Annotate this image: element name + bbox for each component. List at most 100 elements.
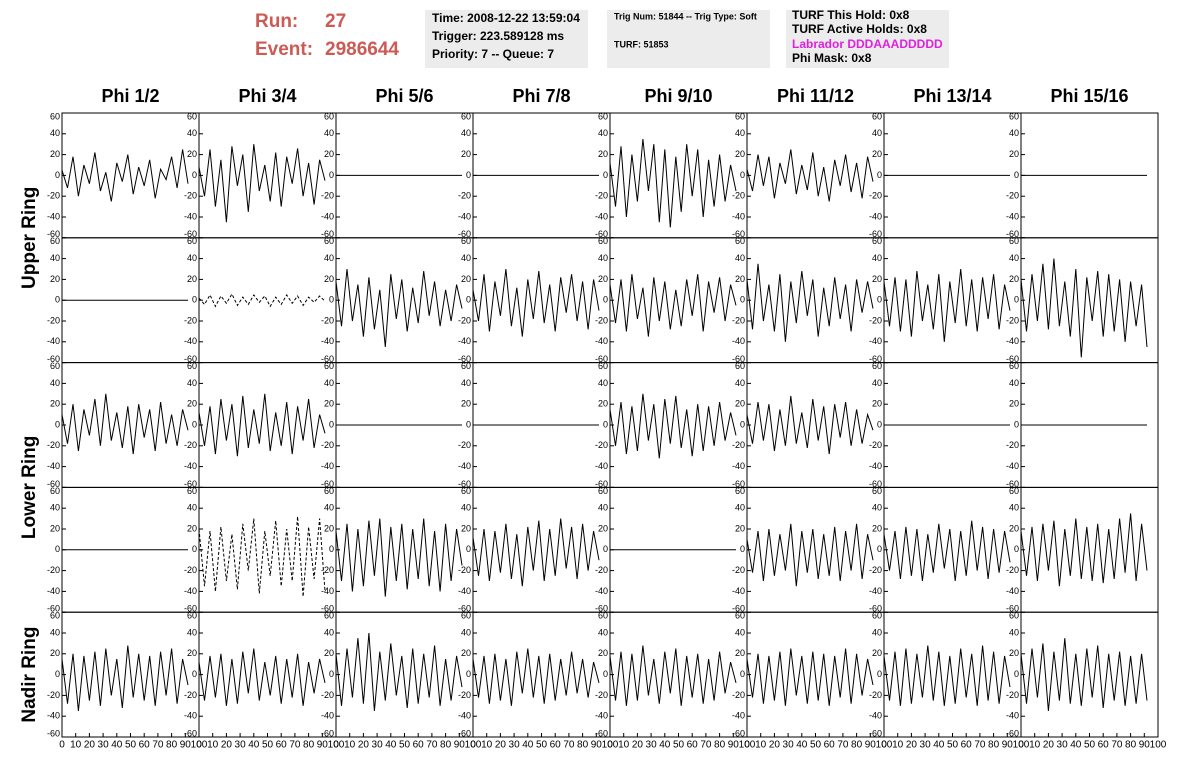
y-tick-label: -20 xyxy=(321,191,334,201)
y-tick-label: 0 xyxy=(55,170,60,180)
y-tick-label: -40 xyxy=(458,461,471,471)
y-tick-label: -60 xyxy=(869,354,882,364)
y-tick-label: -40 xyxy=(47,711,60,721)
y-tick-label: 60 xyxy=(187,236,197,246)
x-tick-label: 80 xyxy=(166,740,178,751)
y-tick-label: 0 xyxy=(740,669,745,679)
y-tick-label: 40 xyxy=(735,378,745,388)
info-text: Priority: 7 -- Queue: 7 xyxy=(432,47,554,61)
x-tick-label: 100 xyxy=(191,740,208,751)
x-tick-label: 60 xyxy=(961,740,973,751)
x-tick-label: 10 xyxy=(1029,740,1041,751)
y-tick-label: -40 xyxy=(184,586,197,596)
y-tick-label: 40 xyxy=(598,128,608,138)
y-tick-label: -20 xyxy=(869,565,882,575)
y-tick-label: 40 xyxy=(324,503,334,513)
y-tick-label: 60 xyxy=(461,111,471,121)
y-tick-label: -60 xyxy=(321,229,334,239)
info-text: TURF This Hold: 0x8 xyxy=(792,8,910,22)
x-tick-label: 60 xyxy=(276,740,288,751)
y-tick-label: 40 xyxy=(872,627,882,637)
y-tick-label: -20 xyxy=(869,690,882,700)
y-tick-label: -60 xyxy=(321,479,334,489)
x-tick-label: 20 xyxy=(769,740,781,751)
y-tick-label: 60 xyxy=(324,486,334,496)
y-tick-label: 0 xyxy=(1014,669,1019,679)
y-tick-label: 20 xyxy=(187,399,197,409)
x-tick-label: 60 xyxy=(550,740,562,751)
y-tick-label: -60 xyxy=(184,604,197,614)
y-tick-label: -40 xyxy=(47,211,60,221)
column-title: Phi 7/8 xyxy=(512,86,570,106)
y-tick-label: -40 xyxy=(595,461,608,471)
y-tick-label: 0 xyxy=(55,544,60,554)
y-tick-label: -40 xyxy=(869,711,882,721)
y-tick-label: -60 xyxy=(732,354,745,364)
y-tick-label: 20 xyxy=(872,523,882,533)
y-tick-label: 40 xyxy=(461,378,471,388)
x-tick-label: 40 xyxy=(385,740,397,751)
x-tick-label: 90 xyxy=(454,740,466,751)
x-tick-label: 60 xyxy=(687,740,699,751)
y-tick-label: 0 xyxy=(192,544,197,554)
y-tick-label: -60 xyxy=(595,728,608,738)
panel-frame xyxy=(61,362,200,488)
x-tick-label: 40 xyxy=(659,740,671,751)
y-tick-label: 40 xyxy=(461,128,471,138)
y-tick-label: 0 xyxy=(192,295,197,305)
info-box xyxy=(425,10,588,68)
x-tick-label: 90 xyxy=(591,740,603,751)
y-tick-label: -20 xyxy=(1006,565,1019,575)
y-tick-label: 0 xyxy=(877,295,882,305)
y-tick-label: 20 xyxy=(872,648,882,658)
waveform xyxy=(609,645,737,706)
x-tick-label: 70 xyxy=(700,740,712,751)
y-tick-label: 0 xyxy=(1014,295,1019,305)
x-tick-label: 60 xyxy=(139,740,151,751)
y-tick-label: 60 xyxy=(461,236,471,246)
x-tick-label: 80 xyxy=(440,740,452,751)
x-tick-label: 90 xyxy=(728,740,740,751)
y-tick-label: -60 xyxy=(1006,479,1019,489)
x-tick-label: 30 xyxy=(509,740,521,751)
y-tick-label: -40 xyxy=(321,711,334,721)
y-tick-label: -60 xyxy=(732,479,745,489)
y-tick-label: 20 xyxy=(324,523,334,533)
y-tick-label: 0 xyxy=(603,170,608,180)
y-tick-label: 40 xyxy=(735,503,745,513)
y-tick-label: -20 xyxy=(321,565,334,575)
y-tick-label: -60 xyxy=(47,479,60,489)
waveform xyxy=(61,645,189,712)
y-tick-label: 20 xyxy=(1009,399,1019,409)
y-tick-label: 60 xyxy=(324,111,334,121)
y-tick-label: 60 xyxy=(187,111,197,121)
y-tick-label: 40 xyxy=(50,503,60,513)
y-tick-label: -40 xyxy=(1006,711,1019,721)
y-tick-label: -60 xyxy=(47,604,60,614)
y-tick-label: 20 xyxy=(1009,274,1019,284)
column-title: Phi 11/12 xyxy=(777,86,854,106)
y-tick-label: -20 xyxy=(732,690,745,700)
y-tick-label: 40 xyxy=(1009,128,1019,138)
y-tick-label: 20 xyxy=(461,149,471,159)
y-tick-label: 0 xyxy=(877,170,882,180)
y-tick-label: 60 xyxy=(324,236,334,246)
y-tick-label: -40 xyxy=(458,711,471,721)
x-tick-label: 20 xyxy=(358,740,370,751)
y-tick-label: -60 xyxy=(869,604,882,614)
y-tick-label: -20 xyxy=(184,315,197,325)
y-tick-label: 60 xyxy=(598,361,608,371)
y-tick-label: 40 xyxy=(461,503,471,513)
y-tick-label: -60 xyxy=(1006,728,1019,738)
y-tick-label: -20 xyxy=(184,565,197,575)
x-tick-label: 30 xyxy=(646,740,658,751)
y-tick-label: 40 xyxy=(50,627,60,637)
x-tick-label: 50 xyxy=(673,740,685,751)
x-tick-label: 80 xyxy=(1125,740,1137,751)
y-tick-label: 0 xyxy=(603,669,608,679)
y-tick-label: -40 xyxy=(732,461,745,471)
y-tick-label: -60 xyxy=(1006,604,1019,614)
x-tick-label: 100 xyxy=(465,740,482,751)
y-tick-label: 60 xyxy=(735,486,745,496)
x-tick-label: 70 xyxy=(289,740,301,751)
